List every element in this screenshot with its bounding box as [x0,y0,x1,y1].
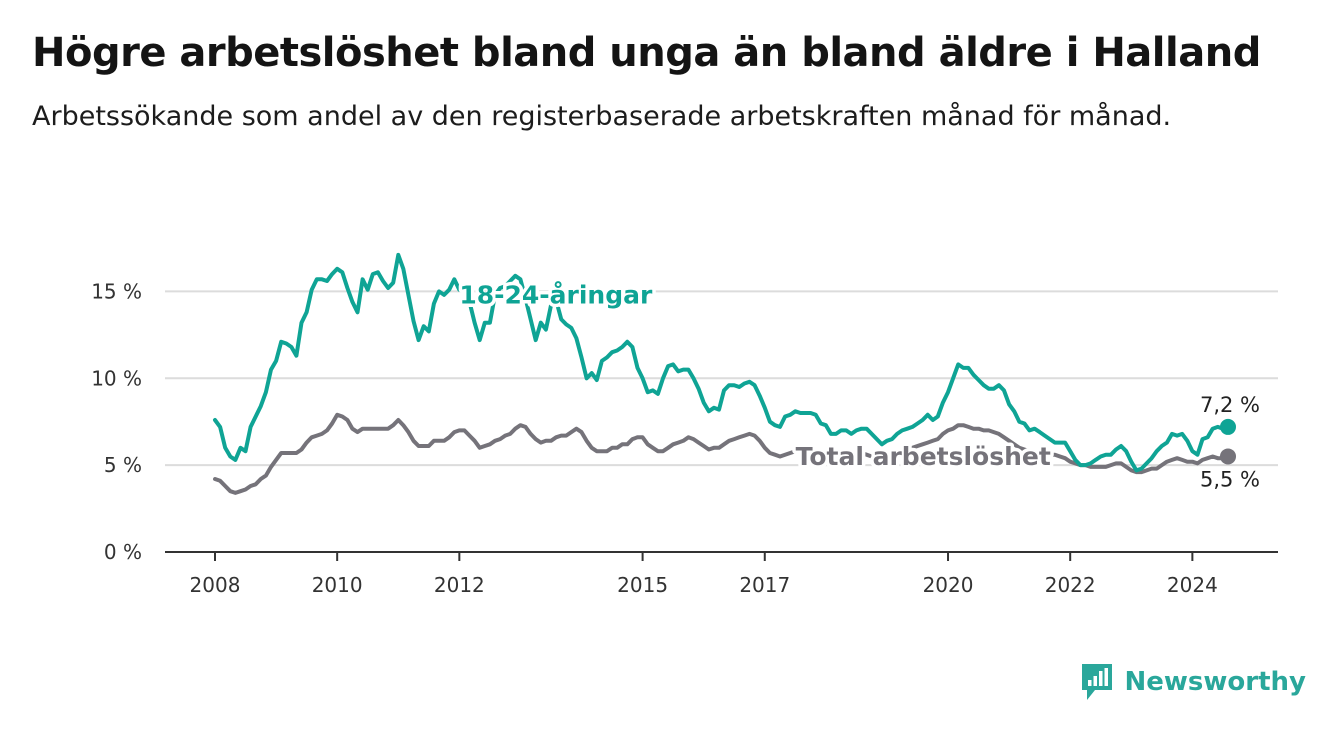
x-tick-label: 2024 [1167,573,1218,597]
series-end-dot [1220,448,1236,465]
y-tick-label: 0 % [104,540,142,564]
y-axis-ticks: 0 % 5 % 10 % 15 % [91,279,142,564]
brand-name: Newsworthy [1124,667,1306,697]
x-axis-ticks: 2008 2010 2012 2015 2017 2020 2022 2024 [190,552,1218,597]
y-tick-label: 15 % [91,279,142,303]
x-tick-label: 2017 [739,573,790,597]
x-tick-label: 2015 [617,573,668,597]
page-title: Högre arbetslöshet bland unga än bland ä… [32,30,1261,76]
x-tick-label: 2010 [312,573,363,597]
series-end-value: 7,2 % [1200,393,1260,417]
series-label: 18-24-åringar [459,281,653,310]
page-subtitle: Arbetssökande som andel av den registerb… [32,101,1172,132]
series-line [213,252,1230,473]
chart-series [213,252,1236,495]
newsworthy-logo-icon [1081,664,1112,700]
x-tick-label: 2008 [190,573,241,597]
series-end-dot [1220,418,1236,435]
y-tick-label: 5 % [104,453,142,477]
brand-logo: Newsworthy [1079,662,1306,702]
chart-grid [165,290,1278,467]
series-end-value: 5,5 % [1200,467,1260,491]
x-tick-label: 2022 [1045,573,1096,597]
series-label: Total arbetslöshet [796,442,1051,471]
series-line [213,412,1230,495]
x-tick-label: 2012 [434,573,485,597]
y-tick-label: 10 % [91,366,142,390]
x-tick-label: 2020 [923,573,974,597]
chart-series-labels: 18-24-åringar Total arbetslöshet 7,2 % 5,5 … [456,277,1260,491]
